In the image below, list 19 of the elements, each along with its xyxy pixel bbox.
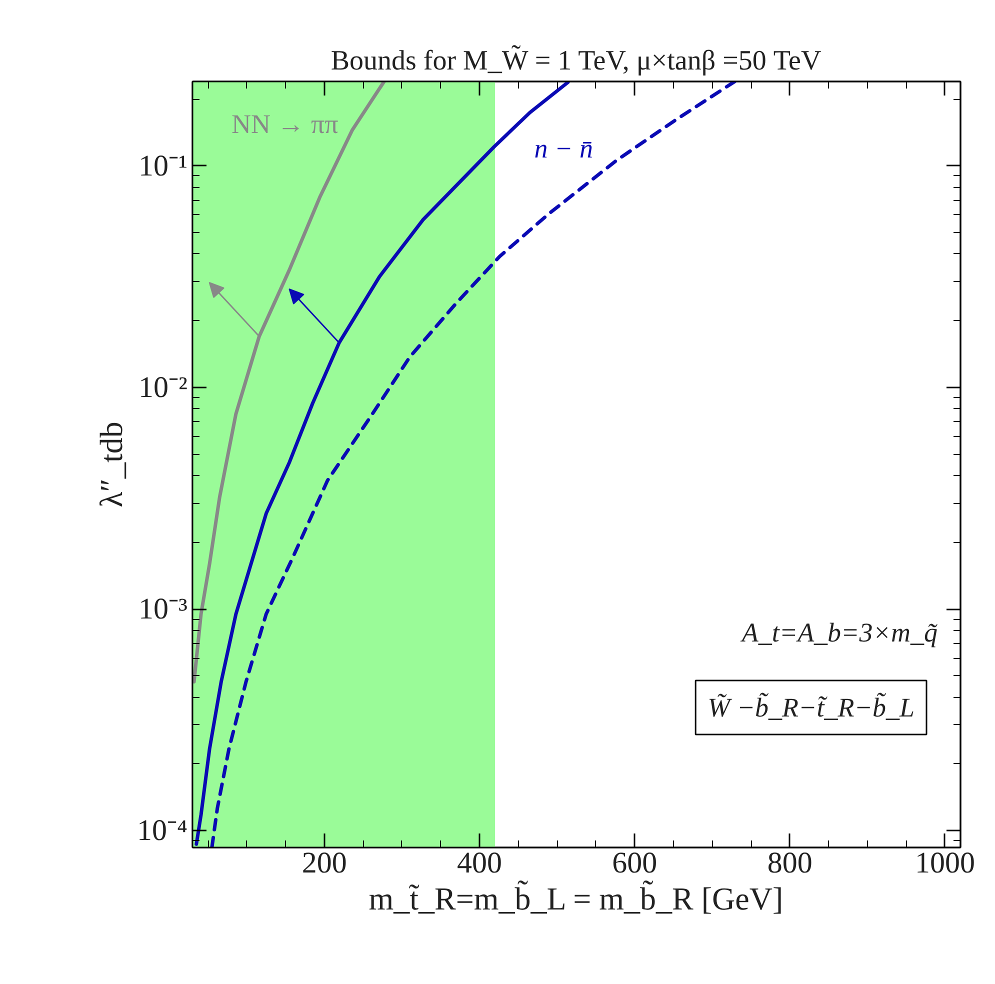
annotation: A_t=A_b=3×m_q̃ [740,618,938,648]
series-label: NN → ππ [232,109,339,140]
x-tick-label: 600 [612,846,658,880]
x-tick-label: 200 [302,846,347,880]
x-axis-title: m_t̃_R=m_b̃_L = m_b̃_R [GeV] [368,880,784,916]
annotation: W̃ −b̃_R−t̃_R−b̃_L [708,692,915,722]
y-tick-label: 10⁻⁴ [137,814,188,848]
line-series [192,82,386,684]
line-series [194,82,570,846]
chart-title: Bounds for M_W̃ = 1 TeV, μ×tanβ =50 TeV [330,45,822,76]
y-axis-title: λ″_tdb [93,422,130,508]
y-tick-label: 10⁻¹ [138,149,188,182]
x-tick-label: 800 [767,846,812,880]
y-tick-label: 10⁻³ [138,592,188,626]
line-series [210,82,737,848]
x-tick-label: 1000 [914,846,975,880]
y-tick-label: 10⁻² [138,370,188,404]
x-tick-label: 400 [457,846,502,880]
series-label: n − n̄ [534,134,594,164]
